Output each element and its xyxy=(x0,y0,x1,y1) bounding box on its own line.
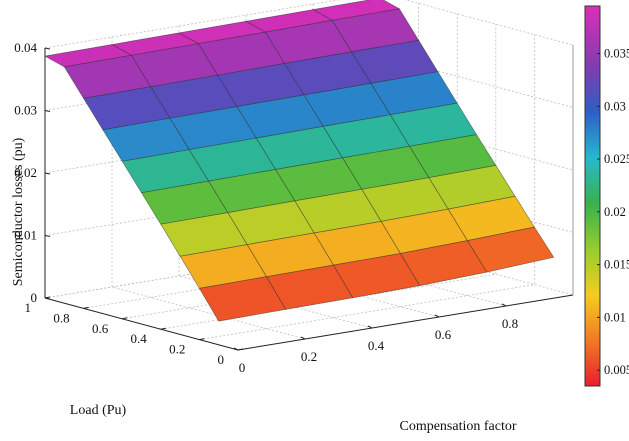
x-axis-line xyxy=(237,294,574,351)
y-gridline-5 xyxy=(44,0,381,299)
x-tick-label-3: 0.6 xyxy=(435,327,452,342)
y-tick-label-0: 0 xyxy=(218,352,225,367)
x-tick-mark-0 xyxy=(233,347,239,351)
y-tick-label-3: 0.6 xyxy=(92,321,109,336)
y-tick-label-5: 1 xyxy=(25,300,32,315)
z-tick-label-0: 0 xyxy=(31,290,38,305)
x-tick-label-4: 0.8 xyxy=(502,316,518,331)
y-tick-label-2: 0.4 xyxy=(131,331,148,346)
axis-ticks: 00.010.020.030.0400.20.40.60.8100.20.40.… xyxy=(14,40,518,375)
y-gridline-4 xyxy=(83,3,420,309)
y-tick-mark-1 xyxy=(199,338,205,341)
y-axis-title: Load (Pu) xyxy=(70,403,127,418)
y-tick-label-1: 0.2 xyxy=(169,342,185,357)
z-tick-label-2: 0.02 xyxy=(14,165,37,180)
colorbar-gradient xyxy=(584,5,601,387)
y-tick-mark-0 xyxy=(237,348,244,351)
colorbar-tick-label-1: 0.01 xyxy=(604,310,626,324)
surface-plot xyxy=(43,0,555,322)
colorbar-tick-label-4: 0.025 xyxy=(604,152,629,166)
y-tick-mark-5 xyxy=(44,296,51,299)
y-tick-mark-2 xyxy=(160,327,166,330)
x-tick-label-2: 0.4 xyxy=(368,338,385,353)
colorbar-tick-label-5: 0.03 xyxy=(604,99,626,113)
z-tick-mark-4 xyxy=(44,47,51,50)
x-axis-title: Compensation factor xyxy=(399,419,516,434)
z-tick-label-3: 0.03 xyxy=(14,103,37,118)
z-tick-mark-3 xyxy=(44,110,51,112)
y-tick-label-4: 0.8 xyxy=(53,310,69,325)
colorbar: 0.005 0.01 0.015 0.02 0.025 0.03 0.035 xyxy=(584,5,629,387)
colorbar-tick-label-2: 0.015 xyxy=(604,258,629,272)
z-axis-title: Semiconductor losses (pu) xyxy=(11,137,26,286)
y-axis-line xyxy=(44,297,239,351)
z-gridline-4 xyxy=(44,0,574,49)
z-tick-label-1: 0.01 xyxy=(14,228,37,243)
colorbar-tick-label-6: 0.035 xyxy=(604,47,629,61)
colorbar-tick-label-3: 0.02 xyxy=(604,205,626,219)
z-tick-mark-2 xyxy=(44,172,51,175)
surface-cell-r0-c0 xyxy=(198,276,287,322)
x-tick-mark-4 xyxy=(501,303,507,307)
x-tick-mark-2 xyxy=(367,325,373,329)
x-tick-label-1: 0.2 xyxy=(301,349,317,364)
y-gridline-1 xyxy=(199,34,535,340)
x-tick-mark-3 xyxy=(434,314,440,318)
z-tick-mark-1 xyxy=(44,235,51,237)
y-tick-mark-3 xyxy=(122,317,128,320)
y-tick-mark-4 xyxy=(83,306,89,309)
x-tick-mark-1 xyxy=(300,336,306,340)
z-tick-label-4: 0.04 xyxy=(14,40,37,55)
x-tick-label-0: 0 xyxy=(239,360,246,375)
colorbar-tick-label-0: 0.005 xyxy=(604,363,629,377)
